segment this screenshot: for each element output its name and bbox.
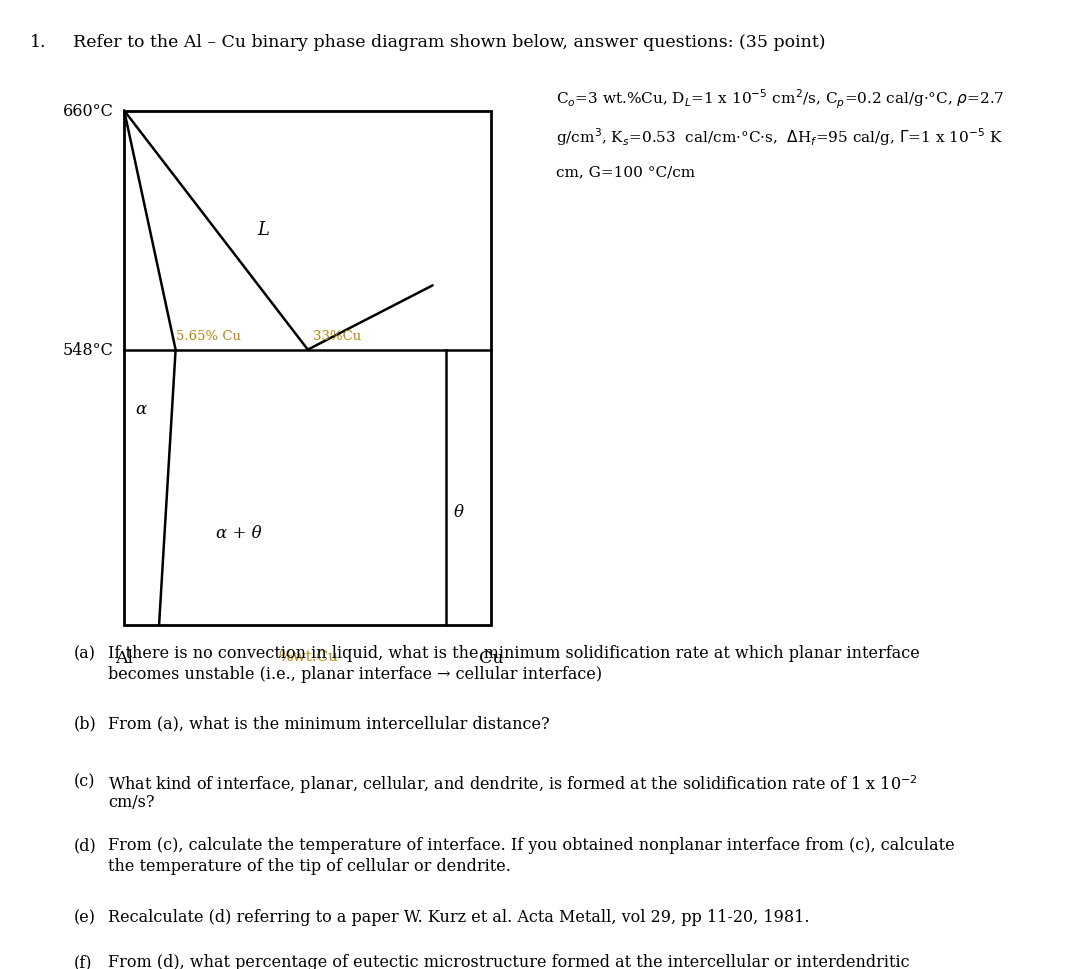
Text: α: α [135,401,147,418]
Text: %wt.Cu: %wt.Cu [278,649,338,663]
Text: 5.65% Cu: 5.65% Cu [176,329,241,342]
Text: Al: Al [116,649,133,667]
Text: the temperature of the tip of cellular or dendrite.: the temperature of the tip of cellular o… [108,858,511,875]
Bar [124,111,491,625]
Text: 660°C: 660°C [63,103,113,120]
Text: What kind of interface, planar, cellular, and dendrite, is formed at the solidif: What kind of interface, planar, cellular… [108,772,918,795]
Text: (e): (e) [73,908,95,925]
Text: C$_o$=3 wt.%Cu, D$_L$=1 x 10$^{-5}$ cm$^2$/s, C$_p$=0.2 cal/g$\cdot$°C, $\rho$=2: C$_o$=3 wt.%Cu, D$_L$=1 x 10$^{-5}$ cm$^… [556,87,1004,110]
Text: cm, G=100 °C/cm: cm, G=100 °C/cm [556,165,696,178]
Text: (c): (c) [73,772,95,790]
Text: (f): (f) [73,953,92,969]
Text: From (a), what is the minimum intercellular distance?: From (a), what is the minimum intercellu… [108,714,550,732]
Text: Recalculate (d) referring to a paper W. Kurz et al. Acta Metall, vol 29, pp 11-2: Recalculate (d) referring to a paper W. … [108,908,810,925]
Text: (a): (a) [73,644,95,662]
Text: θ: θ [454,504,463,520]
Text: 33%Cu: 33%Cu [313,329,362,342]
Text: becomes unstable (i.e., planar interface → cellular interface): becomes unstable (i.e., planar interface… [108,666,603,683]
Text: Cu: Cu [480,649,503,667]
Text: Refer to the Al – Cu binary phase diagram shown below, answer questions: (35 poi: Refer to the Al – Cu binary phase diagra… [73,34,826,51]
Text: L: L [258,221,270,238]
Text: cm/s?: cm/s? [108,794,154,811]
Text: If there is no convection in liquid, what is the minimum solidification rate at : If there is no convection in liquid, wha… [108,644,920,662]
Text: From (c), calculate the temperature of interface. If you obtained nonplanar inte: From (c), calculate the temperature of i… [108,836,955,854]
Text: α + θ: α + θ [216,524,261,541]
Text: 1.: 1. [30,34,46,51]
Text: g/cm$^3$, K$_s$=0.53  cal/cm$\cdot$°C$\cdot$s,  $\Delta$H$_f$=95 cal/g, $\Gamma$: g/cm$^3$, K$_s$=0.53 cal/cm$\cdot$°C$\cd… [556,126,1003,147]
Text: (b): (b) [73,714,96,732]
Text: From (d), what percentage of eutectic microstructure formed at the intercellular: From (d), what percentage of eutectic mi… [108,953,909,969]
Text: 548°C: 548°C [63,342,113,359]
Text: (d): (d) [73,836,96,854]
